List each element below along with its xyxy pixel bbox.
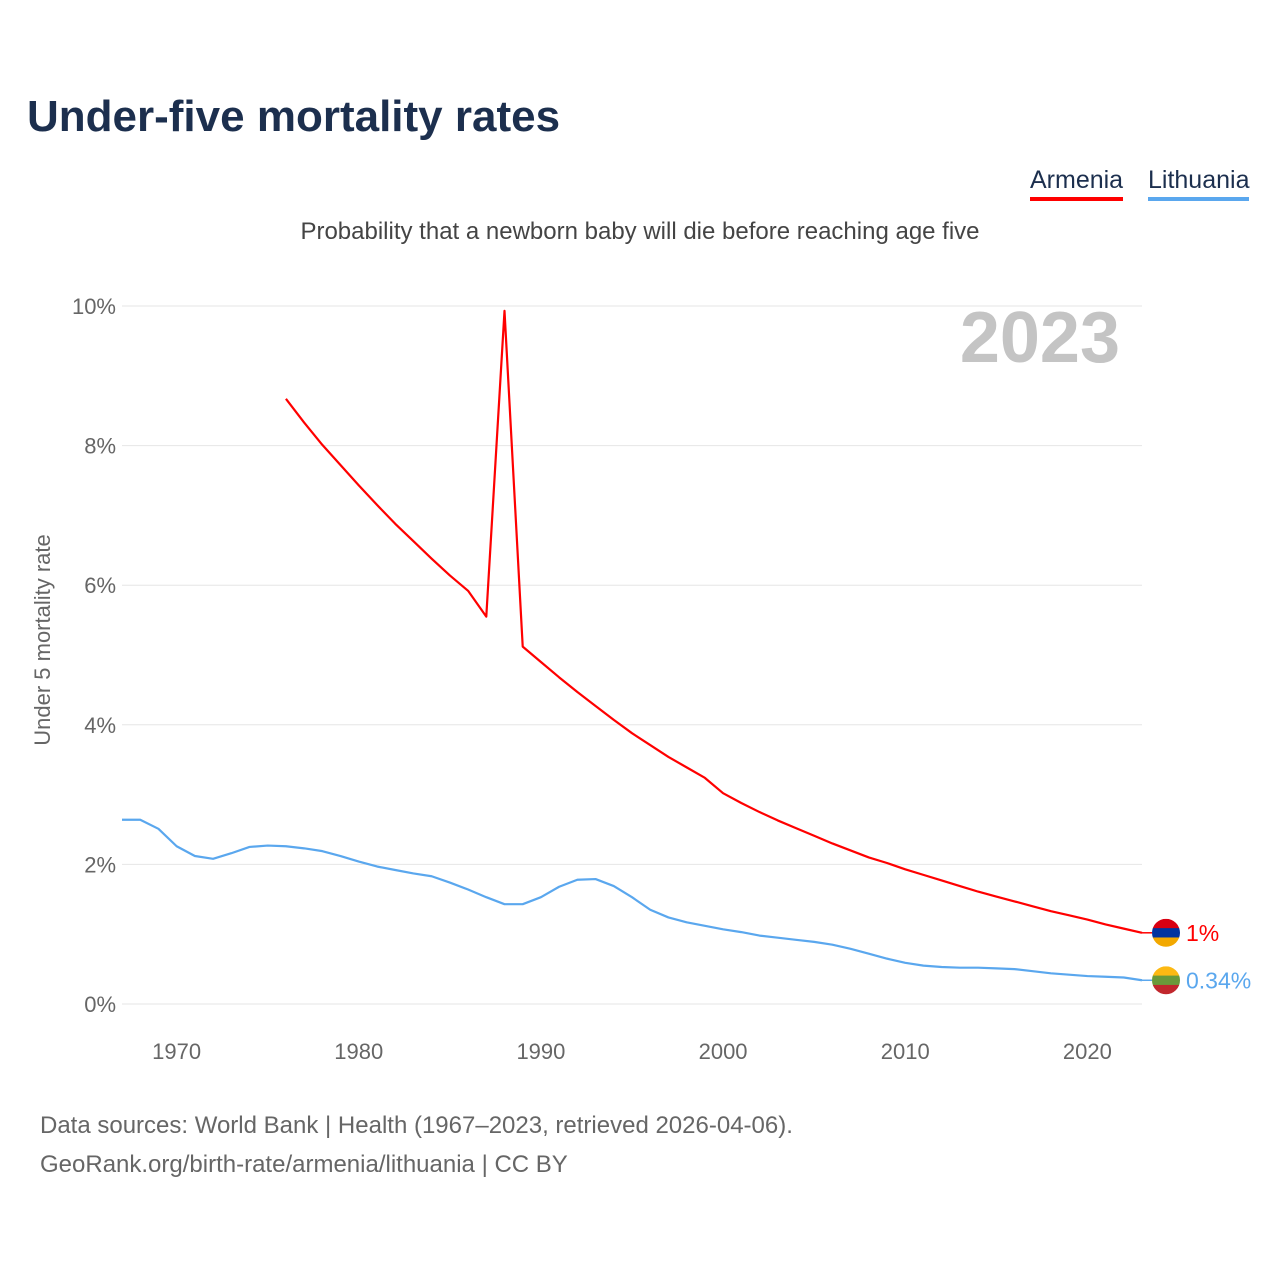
flag-lithuania-icon <box>1152 984 1180 995</box>
y-tick-label: 6% <box>84 573 116 598</box>
end-value-label: 0.34% <box>1186 967 1251 993</box>
y-tick-label: 8% <box>84 434 116 459</box>
source-link[interactable]: GeoRank.org/birth-rate/armenia/lithuania… <box>40 1151 568 1178</box>
flag-lithuania-icon <box>1152 975 1180 986</box>
y-tick-label: 2% <box>84 852 116 877</box>
year-watermark: 2023 <box>960 298 1120 378</box>
source-note: Data sources: World Bank | Health (1967–… <box>40 1106 793 1184</box>
series-line-armenia <box>285 309 1143 934</box>
y-axis-label: Under 5 mortality rate <box>30 534 55 746</box>
end-value-label: 1% <box>1186 920 1219 946</box>
flag-armenia-icon <box>1152 937 1180 947</box>
x-tick-label: 2020 <box>1063 1039 1112 1064</box>
flag-lithuania-icon <box>1152 966 1180 977</box>
x-tick-label: 2000 <box>699 1039 748 1064</box>
y-tick-label: 4% <box>84 713 116 738</box>
legend-item-lithuania[interactable]: Lithuania <box>1148 166 1250 201</box>
chart-subtitle: Probability that a newborn baby will die… <box>300 218 980 245</box>
x-tick-label: 1970 <box>152 1039 201 1064</box>
y-tick-label: 10% <box>72 294 116 319</box>
y-tick-label: 0% <box>84 992 116 1017</box>
x-tick-label: 1990 <box>516 1039 565 1064</box>
flag-armenia-icon <box>1152 918 1180 929</box>
flag-armenia-icon <box>1152 928 1180 938</box>
x-tick-label: 1980 <box>334 1039 383 1064</box>
chart-title: Under-five mortality rates <box>27 92 561 141</box>
x-tick-label: 2010 <box>881 1039 930 1064</box>
source-line: Data sources: World Bank | Health (1967–… <box>40 1112 793 1139</box>
series-line-lithuania <box>122 818 1143 982</box>
legend-item-armenia[interactable]: Armenia <box>1030 166 1124 201</box>
